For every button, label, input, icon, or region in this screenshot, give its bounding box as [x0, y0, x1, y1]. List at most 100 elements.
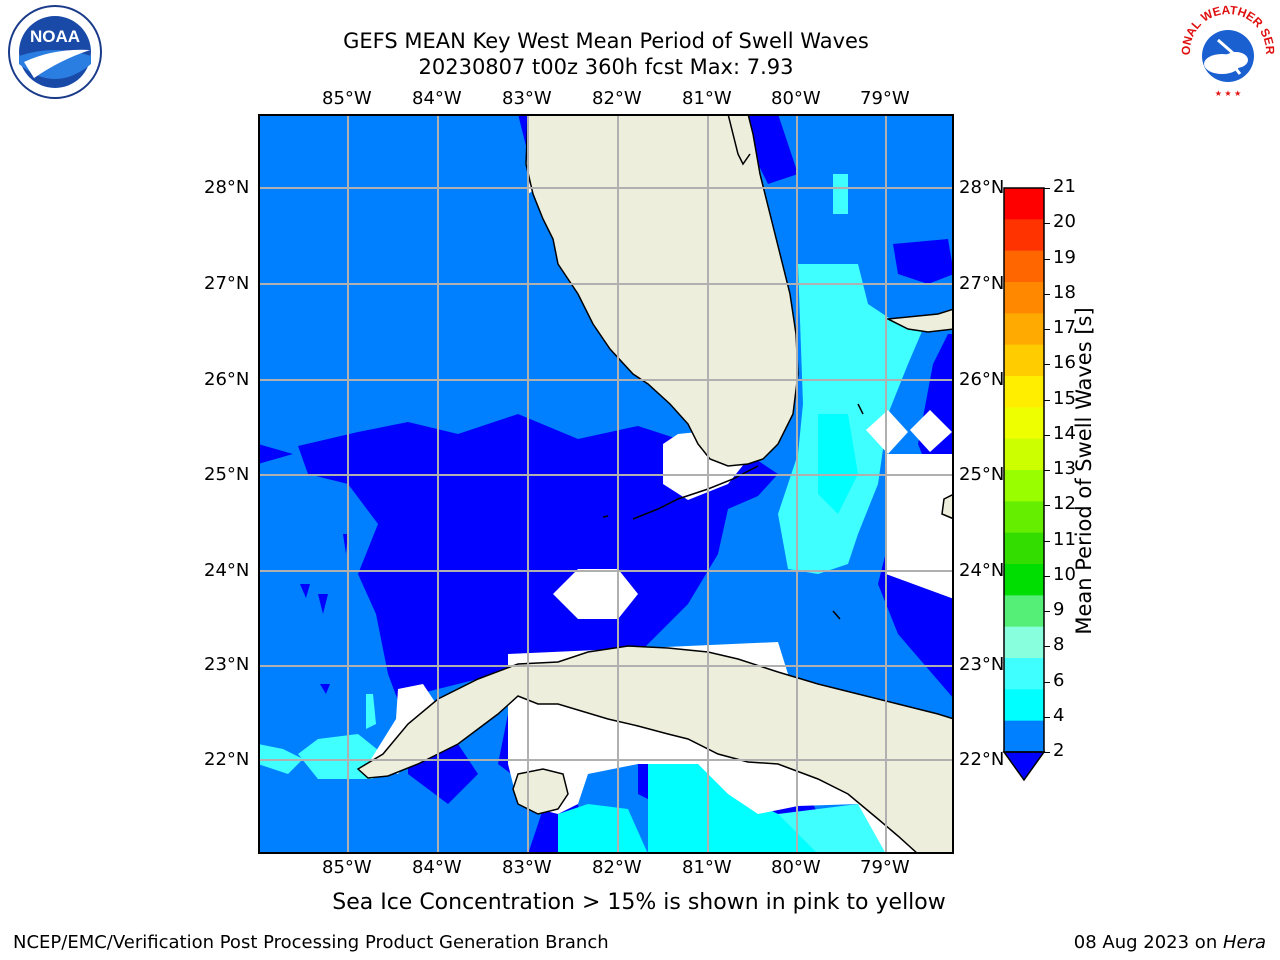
colorbar-band [1004, 376, 1044, 408]
colorbar-band [1004, 470, 1044, 502]
colorbar-tick-mark [1044, 681, 1050, 683]
lon-label-top-83w: 83°W [502, 88, 552, 109]
lat-label-right-23n: 23°N [959, 654, 1005, 675]
colorbar-tick-label: 10 [1053, 563, 1076, 585]
lon-label-top-79w: 79°W [860, 88, 910, 109]
lon-label-bottom-84w: 84°W [412, 857, 462, 878]
colorbar-tick-mark [1044, 470, 1050, 471]
colorbar-tick-mark [1044, 258, 1050, 260]
sea-ice-note: Sea Ice Concentration > 15% is shown in … [332, 890, 946, 915]
colorbar-tick-mark [1044, 329, 1050, 330]
colorbar-band [1004, 250, 1044, 283]
colorbar-band [1004, 720, 1044, 753]
lon-label-bottom-81w: 81°W [682, 857, 732, 878]
colorbar-band [1004, 407, 1044, 440]
lon-label-bottom-80w: 80°W [771, 857, 821, 878]
colorbar-tick-label: 4 [1053, 704, 1065, 726]
graticule [258, 114, 954, 854]
lon-label-top-81w: 81°W [682, 88, 732, 109]
lon-label-bottom-85w: 85°W [322, 857, 372, 878]
colorbar-tick-label: 11 [1053, 528, 1076, 550]
colorbar-tick-label: 12 [1053, 493, 1076, 515]
colorbar-tick-label: 17 [1053, 317, 1076, 338]
lat-label-right-28n: 28°N [959, 177, 1005, 198]
lat-label-left-22n: 22°N [204, 749, 250, 770]
noaa-logo-text: NOAA [30, 27, 80, 46]
lon-label-bottom-83w: 83°W [502, 857, 552, 878]
colorbar-extend-arrow [1002, 751, 1046, 782]
colorbar-tick-label: 21 [1053, 176, 1076, 197]
noaa-logo: NOAA [8, 5, 102, 99]
lon-label-bottom-82w: 82°W [592, 857, 642, 878]
lat-label-right-26n: 26°N [959, 369, 1005, 390]
colorbar-band [1004, 689, 1044, 722]
colorbar-band [1004, 532, 1044, 565]
colorbar-tick-label: 15 [1053, 387, 1076, 409]
chart-title: GEFS MEAN Key West Mean Period of Swell … [343, 29, 869, 53]
colorbar-tick-mark [1044, 399, 1050, 401]
chart-subtitle: 20230807 t00z 360h fcst Max: 7.93 [418, 55, 794, 79]
lat-label-right-24n: 24°N [959, 560, 1005, 581]
colorbar-tick-mark [1044, 540, 1050, 542]
colorbar-band [1004, 595, 1044, 628]
colorbar-tick-mark [1044, 505, 1050, 507]
colorbar-tick-mark [1044, 752, 1050, 753]
lat-label-left-26n: 26°N [204, 369, 250, 390]
colorbar-band [1004, 344, 1044, 377]
colorbar-band [1004, 564, 1044, 596]
florida-land [525, 114, 799, 467]
colorbar-label: Mean Period of Swell Waves [s] [1072, 307, 1096, 635]
colorbar-tick-mark [1044, 223, 1050, 225]
colorbar-tick-mark [1044, 434, 1050, 436]
map-frame [258, 114, 954, 854]
lat-label-right-22n: 22°N [959, 749, 1005, 770]
lat-label-left-24n: 24°N [204, 560, 250, 581]
lon-label-top-80w: 80°W [771, 88, 821, 109]
footer-host: Hera [1222, 932, 1266, 953]
lat-label-left-25n: 25°N [204, 464, 250, 485]
land-areas [356, 114, 954, 854]
colorbar-tick-label: 20 [1053, 211, 1076, 233]
colorbar-band [1004, 501, 1044, 534]
colorbar-tick-mark [1044, 611, 1050, 612]
colorbar-tick-label: 2 [1053, 740, 1065, 761]
lat-label-right-25n: 25°N [959, 464, 1005, 485]
bahamas-land [885, 308, 954, 333]
lat-label-left-23n: 23°N [204, 654, 250, 675]
footer-date-text: 08 Aug 2023 on [1073, 932, 1223, 953]
colorbar [1002, 187, 1046, 782]
colorbar-tick-label: 14 [1053, 422, 1076, 444]
colorbar-tick-label: 13 [1053, 458, 1076, 479]
colorbar-tick-mark [1044, 188, 1050, 189]
colorbar-tick-mark [1044, 293, 1050, 295]
cuba-land [356, 645, 954, 854]
lat-label-left-28n: 28°N [204, 177, 250, 198]
colorbar-tick-mark [1044, 364, 1050, 366]
florida-keys [602, 403, 864, 620]
colorbar-tick-label: 9 [1053, 599, 1065, 620]
colorbar-band [1004, 188, 1044, 220]
colorbar-tick-label: 18 [1053, 281, 1076, 303]
colorbar-tick-label: 6 [1053, 669, 1065, 691]
lon-label-top-85w: 85°W [322, 88, 372, 109]
lat-label-right-27n: 27°N [959, 273, 1005, 294]
colorbar-band [1004, 282, 1044, 314]
colorbar-tick-mark [1044, 646, 1050, 648]
colorbar-tick-mark [1044, 575, 1050, 577]
lon-label-bottom-79w: 79°W [860, 857, 910, 878]
lon-label-top-82w: 82°W [592, 88, 642, 109]
colorbar-tick-label: 8 [1053, 634, 1065, 656]
colorbar-tick-label: 19 [1053, 246, 1076, 268]
colorbar-band [1004, 313, 1044, 346]
lat-label-left-27n: 27°N [204, 273, 250, 294]
colorbar-tick-mark [1044, 716, 1050, 718]
colorbar-band [1004, 438, 1044, 471]
lon-label-top-84w: 84°W [412, 88, 462, 109]
isle-of-youth-land [512, 768, 569, 815]
colorbar-band [1004, 219, 1044, 252]
nws-logo: NATIONAL WEATHER SERVICE ★ ★ ★ [1178, 4, 1277, 98]
colorbar-band [1004, 658, 1044, 690]
colorbar-tick-label: 16 [1053, 352, 1076, 374]
colorbar-band [1004, 626, 1044, 659]
footer-date: 08 Aug 2023 on Hera [1074, 932, 1266, 953]
